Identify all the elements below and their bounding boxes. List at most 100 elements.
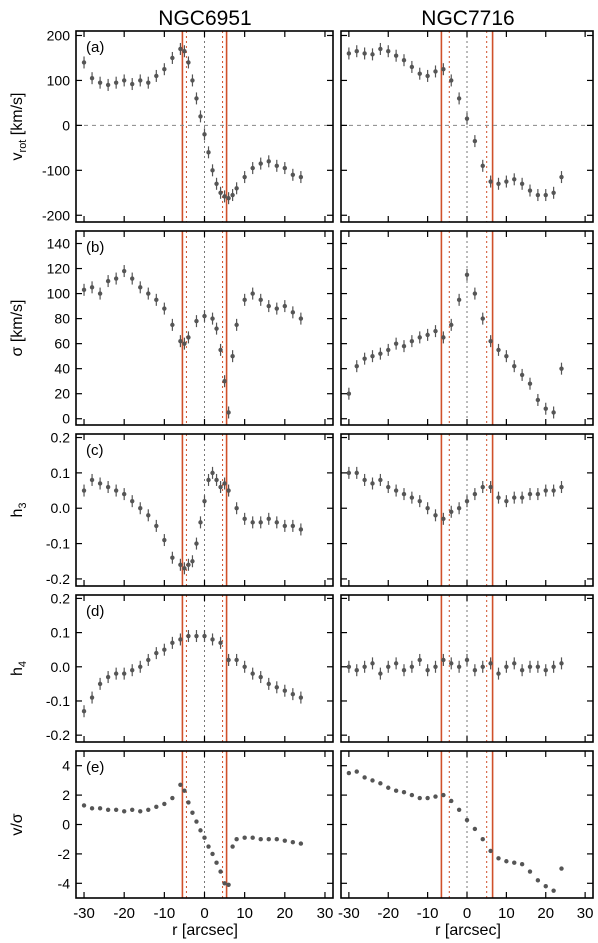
data-point <box>222 378 227 384</box>
data-point <box>480 837 485 842</box>
panel-frame <box>340 594 594 743</box>
data-point <box>162 647 167 652</box>
data-point <box>113 80 119 85</box>
data-point <box>401 58 407 63</box>
data-point <box>218 347 223 353</box>
data-point <box>378 781 383 786</box>
data-point <box>346 470 352 476</box>
data-point <box>218 484 223 490</box>
data-point <box>146 807 151 812</box>
data-point <box>464 657 470 663</box>
data-point <box>527 664 533 669</box>
y-tick-label: -0.1 <box>46 536 70 552</box>
data-point <box>472 291 478 296</box>
data-point <box>346 391 352 396</box>
data-point <box>234 506 239 511</box>
data-point <box>226 488 231 493</box>
data-point <box>222 881 227 886</box>
data-point <box>354 363 359 369</box>
data-point <box>290 839 296 845</box>
data-point <box>472 826 478 832</box>
y-tick-label: -2 <box>58 846 71 862</box>
data-point <box>290 691 296 697</box>
data-point <box>480 664 485 669</box>
data-point <box>170 55 175 61</box>
data-point <box>162 306 167 311</box>
data-point <box>425 506 430 511</box>
data-point <box>449 322 454 328</box>
data-point <box>226 657 231 663</box>
panel-frame <box>75 750 334 899</box>
data-point <box>417 657 422 663</box>
data-point <box>378 477 383 483</box>
data-point <box>401 668 407 673</box>
data-point <box>441 657 446 663</box>
y-tick-label: -100 <box>42 162 70 178</box>
data-point <box>113 671 119 676</box>
data-point <box>559 866 564 871</box>
data-point <box>89 695 95 700</box>
data-point <box>206 477 211 483</box>
data-point <box>214 181 219 186</box>
data-point <box>146 657 151 663</box>
y-tick-label: 4 <box>62 758 70 774</box>
data-point <box>178 46 183 52</box>
panel-letter: (d) <box>86 603 104 620</box>
data-point <box>386 484 391 490</box>
data-point <box>543 192 548 198</box>
y-tick-label: 0.0 <box>51 659 71 675</box>
data-point <box>393 488 399 493</box>
x-tick-label: -20 <box>377 905 399 922</box>
data-point <box>121 671 127 676</box>
data-point <box>210 851 215 857</box>
data-point <box>97 291 103 296</box>
data-point <box>551 190 556 195</box>
y-axis-label-main: h <box>9 667 26 676</box>
data-point <box>409 792 415 798</box>
data-point <box>258 837 263 842</box>
data-point <box>226 882 231 887</box>
data-point <box>206 150 211 155</box>
data-point <box>401 343 407 349</box>
data-point <box>488 848 493 854</box>
data-point <box>282 303 288 309</box>
data-point <box>89 477 95 483</box>
data-point <box>202 835 207 840</box>
data-point <box>121 491 127 497</box>
data-point <box>472 491 478 497</box>
data-point <box>121 78 127 83</box>
y-axis-label-main: v <box>9 152 26 160</box>
data-point <box>178 562 183 567</box>
y-axis-label-subscript: 3 <box>17 502 29 508</box>
data-point <box>250 291 255 296</box>
data-point <box>130 668 135 673</box>
data-point <box>121 809 127 814</box>
x-tick-label: 10 <box>498 905 515 922</box>
data-point <box>504 498 509 504</box>
data-point <box>480 484 485 490</box>
x-tick-label: 20 <box>537 905 554 922</box>
data-point <box>290 172 296 178</box>
data-point <box>154 650 159 656</box>
data-point <box>527 869 533 874</box>
data-point <box>401 789 407 795</box>
data-point <box>488 661 493 666</box>
data-point <box>105 484 111 490</box>
y-tick-label: 0 <box>62 117 70 133</box>
data-point <box>97 681 103 687</box>
data-point <box>218 869 223 874</box>
data-point <box>393 53 399 58</box>
data-point <box>105 807 111 812</box>
data-point <box>113 276 119 281</box>
data-point <box>89 285 95 290</box>
data-point <box>496 347 501 353</box>
data-point <box>472 668 478 673</box>
data-point <box>234 322 239 328</box>
data-point <box>186 335 191 340</box>
data-point <box>464 116 470 121</box>
data-point <box>298 695 304 700</box>
x-axis-label-left: r [arcsec] <box>172 922 238 939</box>
data-point <box>186 60 191 65</box>
y-axis-label-5: v/σ <box>9 813 26 835</box>
data-point <box>441 67 446 72</box>
